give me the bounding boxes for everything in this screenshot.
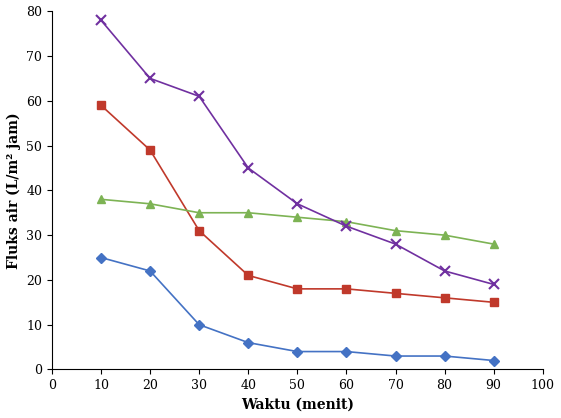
NPE 5%: [490, 282, 497, 287]
NPE 0%: [245, 340, 252, 345]
NPE 1%: [294, 286, 301, 291]
NPE 1%: [196, 228, 203, 233]
NPE 5%: [441, 268, 448, 273]
NPE 5%: [98, 18, 104, 23]
NPE 5%: [196, 94, 203, 99]
Line: NPE 3%: NPE 3%: [97, 195, 498, 248]
NPE 1%: [343, 286, 350, 291]
NPE 1%: [490, 300, 497, 305]
Y-axis label: Fluks air (L/m² jam): Fluks air (L/m² jam): [6, 112, 21, 269]
NPE 5%: [343, 224, 350, 229]
NPE 3%: [392, 228, 399, 233]
NPE 5%: [294, 201, 301, 206]
NPE 3%: [245, 210, 252, 215]
NPE 0%: [294, 349, 301, 354]
NPE 0%: [343, 349, 350, 354]
NPE 0%: [392, 354, 399, 359]
NPE 3%: [441, 233, 448, 238]
NPE 3%: [147, 201, 154, 206]
NPE 1%: [392, 291, 399, 296]
NPE 0%: [196, 322, 203, 327]
NPE 1%: [98, 103, 104, 108]
NPE 1%: [441, 296, 448, 301]
NPE 5%: [245, 166, 252, 171]
Line: NPE 1%: NPE 1%: [97, 101, 498, 306]
NPE 3%: [343, 219, 350, 224]
Line: NPE 5%: NPE 5%: [96, 15, 499, 289]
X-axis label: Waktu (menit): Waktu (menit): [241, 398, 354, 412]
NPE 0%: [147, 268, 154, 273]
NPE 1%: [245, 273, 252, 278]
NPE 3%: [294, 215, 301, 220]
NPE 0%: [441, 354, 448, 359]
NPE 1%: [147, 148, 154, 153]
NPE 3%: [196, 210, 203, 215]
NPE 0%: [98, 255, 104, 260]
NPE 5%: [392, 242, 399, 247]
NPE 5%: [147, 76, 154, 81]
NPE 3%: [490, 242, 497, 247]
NPE 3%: [98, 197, 104, 202]
NPE 0%: [490, 358, 497, 363]
Line: NPE 0%: NPE 0%: [98, 254, 497, 364]
